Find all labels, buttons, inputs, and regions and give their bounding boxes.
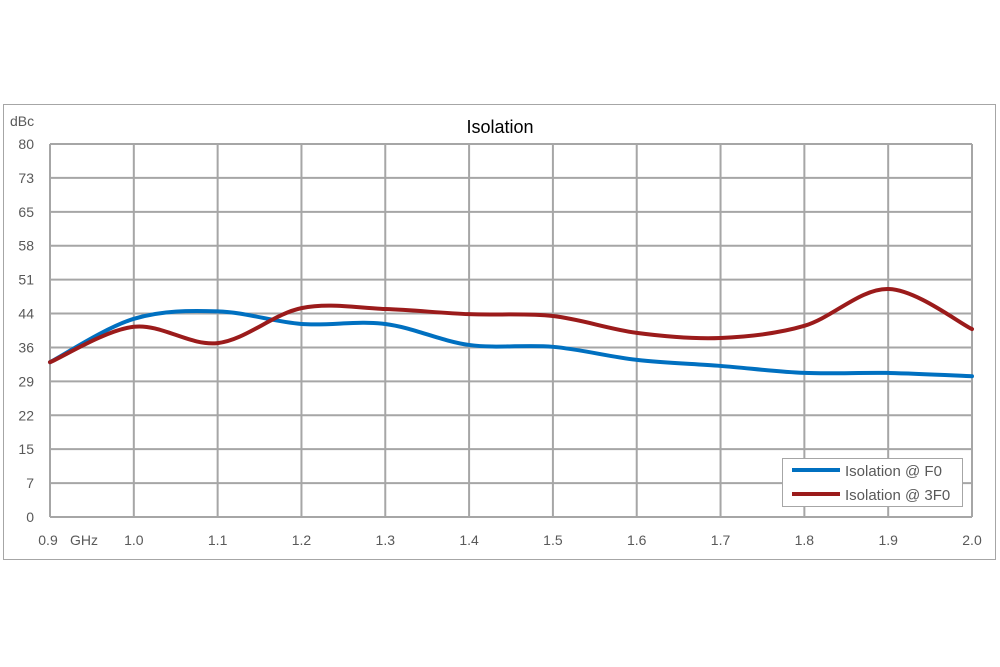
x-tick-label: 1.4	[459, 532, 479, 548]
x-tick-label: 1.0	[124, 532, 144, 548]
y-tick-label: 65	[18, 204, 34, 220]
y-tick-label: 73	[18, 170, 34, 186]
x-tick-label: 2.0	[962, 532, 982, 548]
y-tick-label: 58	[18, 238, 34, 254]
legend-label-3f0: Isolation @ 3F0	[845, 487, 950, 504]
y-tick-label: 22	[18, 407, 34, 423]
y-tick-label: 44	[18, 306, 34, 322]
x-tick-label: 1.2	[292, 532, 312, 548]
x-tick-label: 1.1	[208, 532, 228, 548]
x-tick-label: 1.3	[376, 532, 396, 548]
y-axis-label: dBc	[10, 113, 34, 129]
x-tick-label: 0.9	[38, 532, 58, 548]
y-tick-label: 15	[18, 441, 34, 457]
series-line-1	[48, 287, 974, 365]
x-tick-label: 1.9	[878, 532, 898, 548]
x-tick-label: 1.6	[627, 532, 647, 548]
y-tick-label: 80	[18, 136, 34, 152]
x-tick-label: 1.5	[543, 532, 563, 548]
y-tick-label: 7	[26, 475, 34, 491]
y-tick-label: 0	[26, 509, 34, 525]
x-tick-label: 1.8	[795, 532, 815, 548]
y-tick-label: 29	[18, 373, 34, 389]
x-axis-label: GHz	[70, 532, 98, 548]
y-tick-label: 36	[18, 339, 34, 355]
y-tick-label: 51	[18, 272, 34, 288]
x-tick-label: 1.7	[711, 532, 731, 548]
chart-title: Isolation	[466, 117, 533, 137]
legend: Isolation @ F0 Isolation @ 3F0	[782, 458, 963, 507]
series-line-0	[48, 309, 974, 379]
legend-label-f0: Isolation @ F0	[845, 463, 942, 480]
